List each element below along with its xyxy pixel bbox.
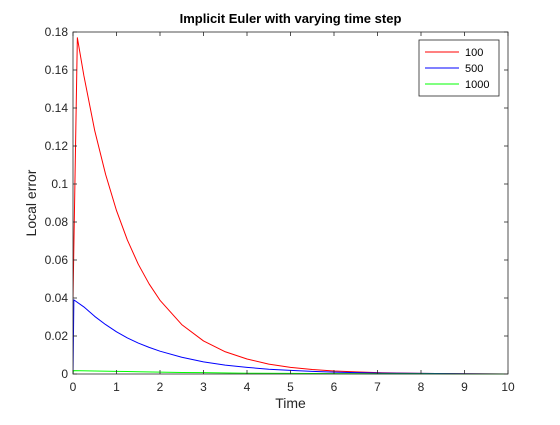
x-tick-label: 5 [287,380,294,394]
y-tick-label: 0.12 [45,139,69,153]
y-tick-label: 0.04 [45,291,69,305]
x-axis-label: Time [275,395,306,411]
x-tick-label: 7 [374,380,381,394]
y-tick-label: 0.06 [45,253,69,267]
x-tick-label: 9 [461,380,468,394]
x-tick-label: 3 [200,380,207,394]
x-tick-label: 6 [331,380,338,394]
x-tick-label: 0 [70,380,77,394]
series-line-100 [73,37,508,375]
y-axis-label: Local error [23,169,39,236]
y-tick-label: 0.02 [45,329,69,343]
legend-label: 500 [465,63,483,75]
y-tick-label: 0.14 [45,101,69,115]
chart-title: Implicit Euler with varying time step [180,11,402,26]
x-tick-label: 1 [113,380,120,394]
y-tick-label: 0.18 [45,25,69,39]
y-tick-label: 0.1 [51,177,68,191]
x-tick-label: 8 [418,380,425,394]
y-tick-label: 0.16 [45,63,69,77]
y-tick-label: 0.08 [45,215,69,229]
y-tick-label: 0 [61,367,68,381]
x-tick-label: 10 [501,380,515,394]
series-line-500 [73,299,508,375]
legend-label: 100 [465,47,483,59]
x-tick-label: 4 [244,380,251,394]
legend: 100 500 1000 [418,39,500,97]
legend-label: 1000 [465,79,489,91]
x-tick-label: 2 [157,380,164,394]
